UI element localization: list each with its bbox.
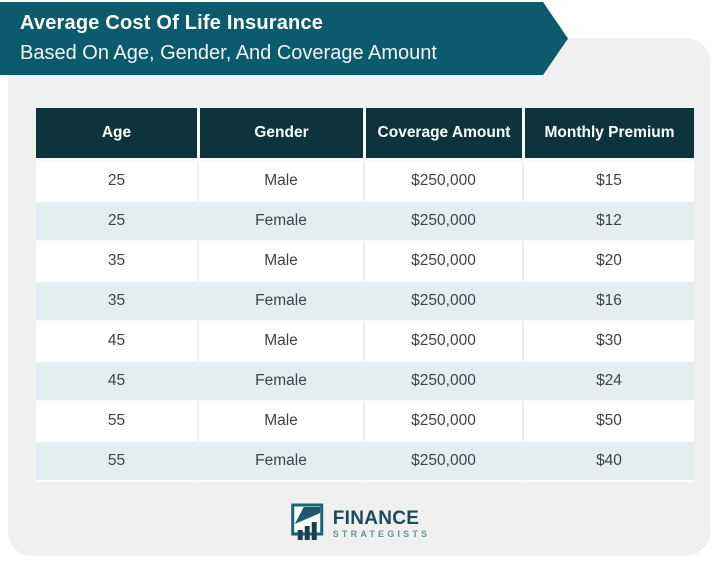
table-cell: 25 — [36, 162, 197, 202]
table-cell: $250,000 — [363, 162, 522, 202]
title-banner: Average Cost Of Life Insurance Based On … — [0, 2, 568, 75]
table-cell: $250,000 — [363, 202, 522, 242]
table-cell: $16 — [522, 282, 694, 322]
table-row: 55 Female $250,000 $40 — [36, 442, 694, 482]
table-cell: $30 — [522, 322, 694, 362]
table-cell: 35 — [36, 282, 197, 322]
table-cell: Male — [197, 162, 363, 202]
column-header: Gender — [197, 108, 363, 162]
table-cell: Male — [197, 322, 363, 362]
table-cell: 45 — [36, 322, 197, 362]
table-row: 55 Male $250,000 $50 — [36, 402, 694, 442]
table-cell: Male — [197, 402, 363, 442]
table-cell: $250,000 — [363, 402, 522, 442]
table-header-row: Age Gender Coverage Amount Monthly Premium — [36, 108, 694, 162]
table-row: 35 Female $250,000 $16 — [36, 282, 694, 322]
table-cell: 35 — [36, 242, 197, 282]
table-cell: $12 — [522, 202, 694, 242]
brand-name-primary: FINANCE — [332, 508, 420, 529]
table-cell: $250,000 — [363, 362, 522, 402]
table-cell: $250,000 — [363, 322, 522, 362]
table-cell: $50 — [522, 402, 694, 442]
column-header: Monthly Premium — [522, 108, 694, 162]
table-body: 25 Male $250,000 $15 25 Female $250,000 $12 35 Ma… — [36, 162, 694, 482]
table-row: 25 Male $250,000 $15 — [36, 162, 694, 202]
table-cell: $250,000 — [363, 282, 522, 322]
table-cell: Female — [197, 202, 363, 242]
data-table: Age Gender Coverage Amount Monthly Premium … — [36, 108, 694, 482]
table-row: 35 Male $250,000 $20 — [36, 242, 694, 282]
finance-strategists-logo-icon — [291, 503, 324, 540]
table-cell: $250,000 — [363, 242, 522, 282]
brand-logo: FINANCE STRATEGISTS — [290, 502, 431, 542]
column-header: Coverage Amount — [363, 108, 522, 162]
table-cell: 25 — [36, 202, 197, 242]
page-title: Average Cost Of Life Insurance — [20, 12, 324, 34]
table-cell: $15 — [522, 162, 694, 202]
brand-name-secondary: STRATEGISTS — [332, 529, 431, 539]
table-cell: $20 — [522, 242, 694, 282]
table-row: 25 Female $250,000 $12 — [36, 202, 694, 242]
table-cell: 55 — [36, 402, 197, 442]
table-row: 45 Male $250,000 $30 — [36, 322, 694, 362]
page-subtitle: Based On Age, Gender, And Coverage Amoun… — [20, 42, 437, 64]
column-header: Age — [36, 108, 197, 162]
table-cell: Male — [197, 242, 363, 282]
table-cell: $40 — [522, 442, 694, 482]
table-row: 45 Female $250,000 $24 — [36, 362, 694, 402]
table-cell: Female — [197, 362, 363, 402]
table-cell: 55 — [36, 442, 197, 482]
table-cell: 45 — [36, 362, 197, 402]
table-cell: $250,000 — [363, 442, 522, 482]
table-cell: Female — [197, 442, 363, 482]
brand-name: FINANCE STRATEGISTS — [333, 509, 431, 540]
table-cell: $24 — [522, 362, 694, 402]
table-cell: Female — [197, 282, 363, 322]
